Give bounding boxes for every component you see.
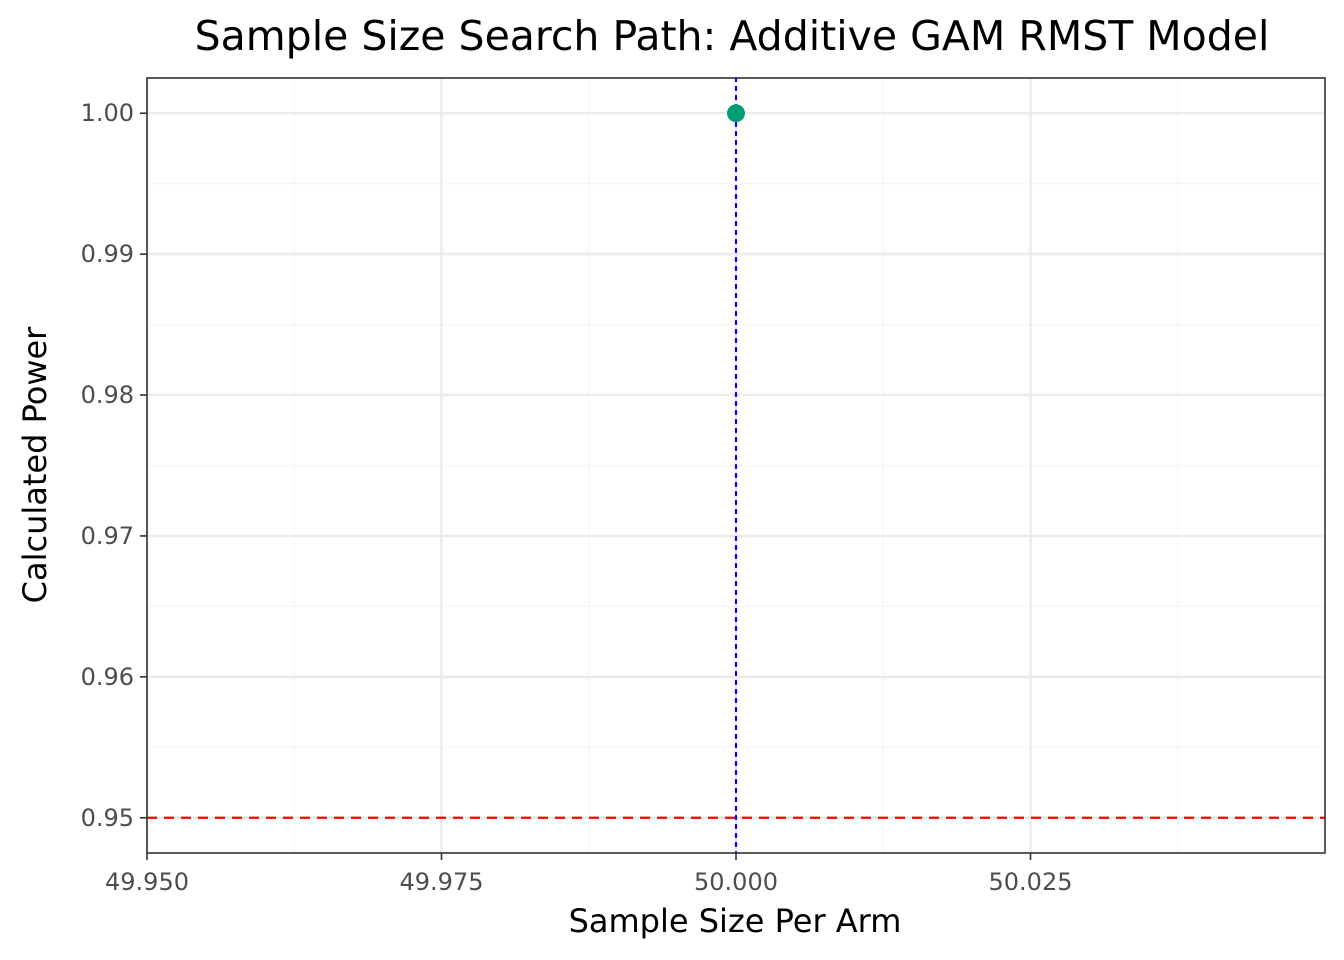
x-tick-label: 50.000 (694, 868, 778, 896)
y-tick-label: 1.00 (81, 99, 134, 127)
plot-panel: 49.950 49.975 50.000 50.025 0.95 0.96 0.97 0.98… (81, 76, 1326, 896)
chart-title: Sample Size Search Path: Additive GAM RM… (195, 12, 1270, 60)
x-tick-label: 49.975 (400, 868, 484, 896)
y-tick-label: 0.95 (81, 804, 134, 832)
y-tick-label: 0.96 (81, 663, 134, 691)
x-axis-label: Sample Size Per Arm (569, 902, 902, 940)
y-tick-label: 0.97 (81, 522, 134, 550)
data-point (727, 104, 745, 123)
x-tick-label: 50.025 (989, 868, 1073, 896)
y-axis-label: Calculated Power (16, 326, 54, 604)
x-tick-label: 49.950 (105, 868, 189, 896)
y-tick-label: 0.99 (81, 240, 134, 268)
y-tick-label: 0.98 (81, 381, 134, 409)
